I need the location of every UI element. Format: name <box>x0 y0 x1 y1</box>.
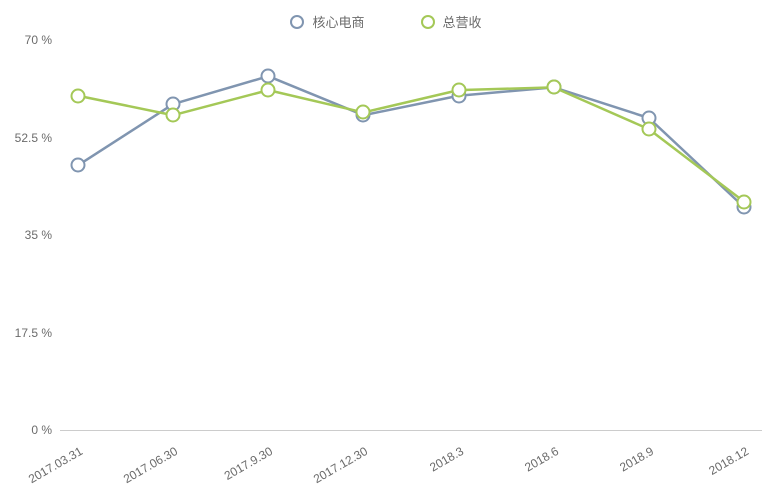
legend: 核心电商 总营收 <box>0 12 772 32</box>
legend-item-core_ecom: 核心电商 <box>290 12 364 31</box>
data-point-total_rev <box>356 105 371 120</box>
x-tick-label: 2018.6 <box>522 444 561 474</box>
plot-area: 0 %17.5 %35 %52.5 %70 %2017.03.312017.06… <box>60 40 762 430</box>
x-tick-label: 2018.3 <box>427 444 466 474</box>
data-point-total_rev <box>261 83 276 98</box>
x-tick-label: 2017.03.31 <box>26 444 85 486</box>
legend-item-total_rev: 总营收 <box>421 12 482 31</box>
y-tick-label: 70 % <box>25 33 60 47</box>
legend-marker-icon <box>290 15 304 29</box>
x-axis-line <box>60 430 762 431</box>
series-line-core_ecom <box>78 76 744 207</box>
x-tick-label: 2018.9 <box>617 444 656 474</box>
data-point-total_rev <box>71 88 86 103</box>
data-point-core_ecom <box>71 158 86 173</box>
x-tick-label: 2017.9.30 <box>222 444 275 483</box>
x-tick-label: 2017.12.30 <box>311 444 370 486</box>
series-lines <box>60 40 762 430</box>
legend-label: 总营收 <box>443 12 482 31</box>
legend-marker-icon <box>421 15 435 29</box>
data-point-total_rev <box>166 108 181 123</box>
x-tick-label: 2018.12 <box>706 444 751 478</box>
data-point-total_rev <box>546 80 561 95</box>
legend-label: 核心电商 <box>312 12 364 31</box>
y-tick-label: 52.5 % <box>15 131 60 145</box>
data-point-core_ecom <box>261 69 276 84</box>
y-tick-label: 17.5 % <box>15 326 60 340</box>
data-point-total_rev <box>451 83 466 98</box>
data-point-total_rev <box>641 122 656 137</box>
y-tick-label: 0 % <box>31 423 60 437</box>
line-chart: 核心电商总营收 0 %17.5 %35 %52.5 %70 %2017.03.3… <box>0 0 772 504</box>
x-tick-label: 2017.06.30 <box>121 444 180 486</box>
y-tick-label: 35 % <box>25 228 60 242</box>
data-point-total_rev <box>737 194 752 209</box>
